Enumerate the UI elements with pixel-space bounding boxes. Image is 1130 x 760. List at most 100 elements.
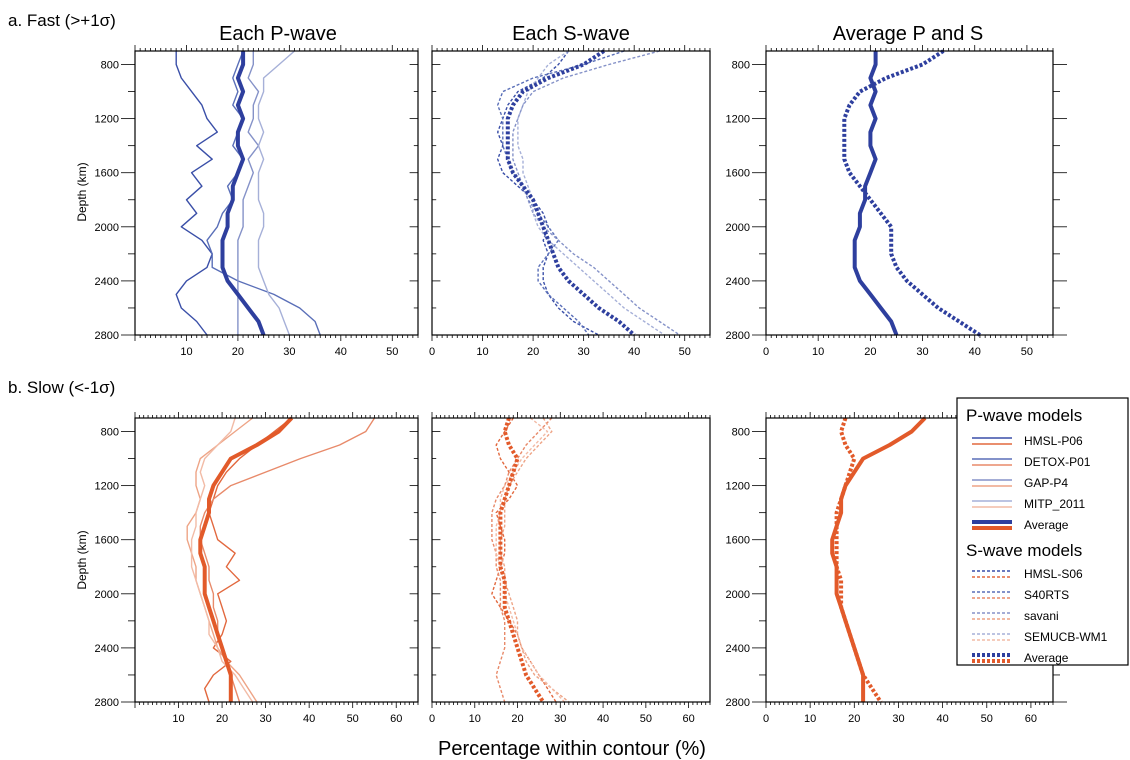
y-tick-label: 800 (732, 60, 750, 72)
x-tick-label: 40 (335, 346, 347, 358)
x-tick-label: 20 (511, 713, 523, 725)
y-tick-label: 1200 (726, 114, 750, 126)
y-tick-label: 2800 (95, 697, 119, 709)
legend-s-header: S-wave models (966, 541, 1082, 560)
x-tick-label: 10 (180, 346, 192, 358)
y-tick-label: 2000 (726, 222, 750, 234)
series-average (505, 49, 636, 337)
legend-label: savani (1024, 609, 1059, 623)
panel-frame (765, 50, 1054, 336)
y-tick-label: 2000 (726, 589, 750, 601)
x-tick-label: 20 (527, 346, 539, 358)
series-hmsl-p06 (203, 417, 293, 703)
y-tick-label: 2800 (95, 330, 119, 342)
x-tick-label: 20 (848, 713, 860, 725)
legend-label: DETOX-P01 (1024, 455, 1091, 469)
y-tick-label: 1200 (95, 114, 119, 126)
y-tick-label: 2400 (726, 276, 750, 288)
series-p-average (830, 416, 927, 702)
x-tick-label: 50 (1021, 346, 1033, 358)
y-tick-label: 1600 (95, 168, 119, 180)
x-tick-label: 50 (640, 713, 652, 725)
legend-p-header: P-wave models (966, 406, 1082, 425)
panel-frame (431, 417, 711, 703)
row-label-slow: b. Slow (<-1σ) (8, 378, 115, 397)
y-tick-label: 1600 (726, 535, 750, 547)
x-tick-label: 30 (554, 713, 566, 725)
series-mitp-2011 (257, 50, 295, 336)
legend-label: MITP_2011 (1024, 497, 1085, 511)
series-mitp-2011 (190, 417, 254, 703)
y-tick-label: 1600 (95, 535, 119, 547)
y-tick-label: 2400 (95, 643, 119, 655)
x-tick-label: 0 (429, 713, 435, 725)
x-tick-label: 30 (892, 713, 904, 725)
x-tick-label: 40 (303, 713, 315, 725)
series-s-average (834, 417, 883, 704)
x-tick-label: 40 (597, 713, 609, 725)
x-tick-label: 40 (628, 346, 640, 358)
legend-label: S40RTS (1024, 588, 1069, 602)
legend: P-wave models S-wave models HMSL-P06 DETO… (956, 397, 1129, 666)
series-average (220, 51, 266, 336)
x-tick-label: 50 (679, 346, 691, 358)
y-tick-label: 2400 (726, 643, 750, 655)
y-tick-label: 800 (732, 427, 750, 439)
x-tick-label: 40 (936, 713, 948, 725)
legend-items: HMSL-P06 DETOX-P01 GAP-P4 MITP_2011 Average H… (972, 434, 1108, 665)
x-tick-label: 60 (682, 713, 694, 725)
x-tick-label: 20 (232, 346, 244, 358)
x-tick-label: 10 (172, 713, 184, 725)
y-tick-label: 800 (101, 60, 119, 72)
y-tick-label: 1600 (726, 168, 750, 180)
x-tick-label: 50 (981, 713, 993, 725)
x-tick-label: 30 (283, 346, 295, 358)
series-detox-p01 (206, 50, 321, 336)
x-tick-label: 20 (864, 346, 876, 358)
x-tick-label: 60 (1025, 713, 1037, 725)
series-average (198, 416, 294, 702)
x-tick-label: 30 (916, 346, 928, 358)
panel-frame (431, 50, 711, 336)
series-semucb-wm1 (495, 417, 566, 703)
y-tick-label: 1200 (726, 481, 750, 493)
y-tick-label: 800 (101, 427, 119, 439)
x-tick-label: 0 (763, 713, 769, 725)
panel-a-p: 10 20 30 40 50 800 1200 1600 2000 2400 2800 (95, 45, 419, 358)
y-tick-label: 2000 (95, 222, 119, 234)
ylabel-bottom: Depth (km) (75, 530, 89, 589)
legend-label: GAP-P4 (1024, 476, 1068, 490)
series-s40rts (491, 417, 553, 703)
x-tick-label: 20 (216, 713, 228, 725)
legend-label: HMSL-S06 (1024, 567, 1083, 581)
y-tick-label: 2400 (95, 276, 119, 288)
x-tick-label: 30 (259, 713, 271, 725)
series-savani (499, 417, 570, 703)
x-tick-label: 40 (969, 346, 981, 358)
panel-b-p: 10 20 30 40 50 60 800 1200 1600 2000 2400 2800 (95, 412, 419, 725)
x-tick-label: 50 (386, 346, 398, 358)
series-s-average (842, 49, 981, 337)
series-hmsl-p06 (175, 51, 219, 336)
legend-label: HMSL-P06 (1024, 434, 1083, 448)
row-label-fast: a. Fast (>+1σ) (8, 11, 116, 30)
x-tick-label: 50 (347, 713, 359, 725)
legend-label: Average (1024, 651, 1069, 665)
series-hmsl-s06 (497, 50, 600, 336)
y-tick-label: 1200 (95, 481, 119, 493)
series-gap-p4 (237, 51, 260, 335)
y-tick-label: 2800 (726, 330, 750, 342)
legend-label: SEMUCB-WM1 (1024, 630, 1108, 644)
series-s40rts (497, 50, 625, 336)
series-gap-p4 (186, 417, 258, 703)
series-semucb-wm1 (517, 50, 665, 336)
xlabel: Percentage within contour (%) (438, 738, 706, 760)
col-title-s: Each S-wave (512, 23, 630, 45)
panel-b-s: 0 10 20 30 40 50 60 (429, 412, 711, 725)
panel-a-s: 0 10 20 30 40 50 (429, 45, 711, 358)
x-tick-label: 30 (578, 346, 590, 358)
x-tick-label: 10 (804, 713, 816, 725)
y-tick-label: 2800 (726, 697, 750, 709)
x-tick-label: 10 (812, 346, 824, 358)
